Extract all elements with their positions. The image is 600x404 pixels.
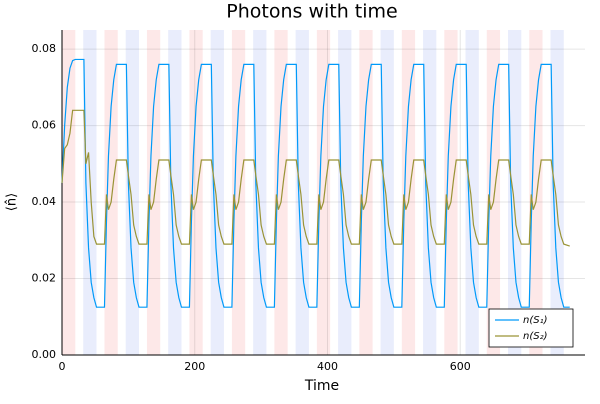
shaded-band bbox=[359, 30, 373, 355]
x-tick-label: 200 bbox=[184, 360, 205, 373]
shaded-band bbox=[486, 30, 501, 355]
x-tick-label: 400 bbox=[317, 360, 338, 373]
series-line bbox=[61, 58, 570, 308]
shaded-band bbox=[338, 30, 352, 355]
shaded-band bbox=[508, 30, 522, 355]
shaded-band bbox=[316, 30, 331, 355]
shaded-band bbox=[210, 30, 224, 355]
shaded-band bbox=[529, 30, 543, 355]
shaded-band bbox=[465, 30, 479, 355]
shaded-band bbox=[189, 30, 203, 355]
shaded-band bbox=[125, 30, 139, 355]
shaded-band bbox=[380, 30, 394, 355]
legend-box bbox=[488, 308, 574, 348]
shaded-band bbox=[83, 30, 97, 355]
shaded-band bbox=[401, 30, 416, 355]
legend-label: n(S₁) bbox=[523, 315, 548, 326]
y-tick-label: 0.08 bbox=[32, 42, 57, 55]
shaded-band bbox=[423, 30, 437, 355]
y-tick-label: 0.02 bbox=[32, 272, 57, 285]
y-tick-label: 0.00 bbox=[32, 348, 57, 361]
legend-label: n(S₂) bbox=[523, 331, 548, 342]
y-tick-label: 0.04 bbox=[32, 195, 57, 208]
y-tick-label: 0.06 bbox=[32, 119, 57, 132]
shaded-band bbox=[168, 30, 182, 355]
shaded-band bbox=[104, 30, 118, 355]
series-line bbox=[61, 109, 570, 247]
chart-title: Photons with time bbox=[226, 1, 397, 23]
shaded-band bbox=[550, 30, 564, 355]
shaded-band bbox=[274, 30, 288, 355]
shaded-band bbox=[295, 30, 309, 355]
x-tick-label: 0 bbox=[59, 360, 66, 373]
shaded-band bbox=[231, 30, 246, 355]
x-tick-label: 600 bbox=[450, 360, 471, 373]
y-axis-label: ⟨n̂⟩ bbox=[5, 193, 20, 211]
shaded-band bbox=[444, 30, 458, 355]
shaded-band bbox=[146, 30, 161, 355]
x-axis-label: Time bbox=[304, 378, 339, 394]
shaded-band bbox=[253, 30, 267, 355]
